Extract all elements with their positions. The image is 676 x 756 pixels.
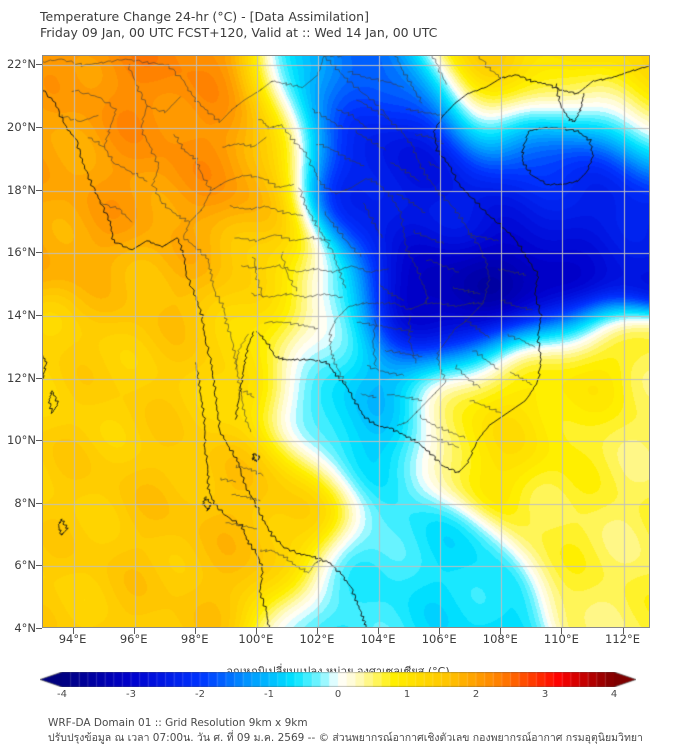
- x-axis-tick-mark: [133, 628, 135, 634]
- y-axis-tick-label: 16°N: [7, 245, 36, 260]
- colorbar-tick-label: 0: [334, 689, 342, 700]
- x-axis-tick-label: 110°E: [543, 632, 579, 646]
- chart-subtitle: Friday 09 Jan, 00 UTC FCST+120, Valid at…: [40, 25, 438, 40]
- y-axis-tick-mark: [36, 440, 42, 442]
- colorbar-tick-label: -2: [195, 689, 205, 700]
- y-axis-labels: 4°N 6°N 8°N 10°N 12°N 14°N 16°N 18°N 20°N 22°N: [0, 0, 36, 756]
- x-axis-tick-mark: [194, 628, 196, 634]
- chart-title-block: Temperature Change 24-hr (°C) - [Data As…: [40, 9, 437, 41]
- x-axis-tick-mark: [622, 628, 624, 634]
- colorbar-tick-label: 1: [403, 689, 411, 700]
- x-axis-tick-mark: [255, 628, 257, 634]
- colorbar-tick-label: 2: [472, 689, 480, 700]
- colorbar-gradient: [40, 672, 636, 687]
- y-axis-tick-label: 10°N: [7, 433, 36, 448]
- y-axis-tick-mark: [36, 377, 42, 379]
- x-axis-tick-mark: [561, 628, 563, 634]
- y-axis-tick-mark: [36, 628, 42, 629]
- footer-model-info: WRF-DA Domain 01 :: Grid Resolution 9km …: [48, 717, 308, 729]
- y-axis-tick-label: 8°N: [14, 495, 36, 510]
- colorbar: [40, 672, 636, 687]
- x-axis-tick-label: 98°E: [180, 632, 209, 646]
- x-axis-tick-label: 106°E: [421, 632, 457, 646]
- x-axis-tick-label: 96°E: [119, 632, 148, 646]
- x-axis-tick-mark: [316, 628, 318, 634]
- colorbar-tick-label: 4: [610, 689, 618, 700]
- colorbar-tick-label: -3: [126, 689, 136, 700]
- y-axis-tick-mark: [36, 565, 42, 567]
- x-axis-tick-mark: [72, 628, 74, 634]
- y-axis-tick-label: 6°N: [14, 558, 36, 573]
- y-axis-tick-label: 20°N: [7, 120, 36, 135]
- x-axis-tick-mark: [439, 628, 441, 634]
- colorbar-tick-label: -4: [57, 689, 67, 700]
- y-axis-tick-mark: [36, 64, 42, 66]
- x-axis-tick-label: 112°E: [605, 632, 640, 646]
- x-axis-tick-label: 108°E: [482, 632, 518, 646]
- y-axis-tick-label: 4°N: [14, 621, 36, 635]
- footer-block: WRF-DA Domain 01 :: Grid Resolution 9km …: [48, 716, 643, 746]
- colorbar-tick-label: -1: [264, 689, 274, 700]
- x-axis-tick-label: 102°E: [299, 632, 335, 646]
- x-axis-tick-label: 94°E: [58, 632, 87, 646]
- map-plot-area: [42, 55, 650, 628]
- y-axis-tick-mark: [36, 252, 42, 254]
- footer-credit: ปรับปรุงข้อมูล ณ เวลา 07:00น. วัน ศ. ที่…: [48, 732, 643, 744]
- y-axis-tick-label: 14°N: [7, 307, 36, 322]
- y-axis-tick-label: 22°N: [7, 57, 36, 72]
- x-axis-tick-label: 104°E: [360, 632, 396, 646]
- y-axis-tick-label: 18°N: [7, 182, 36, 197]
- x-axis-tick-mark: [500, 628, 502, 634]
- y-axis-tick-mark: [36, 314, 42, 316]
- lat-lon-gridlines: [43, 56, 649, 627]
- y-axis-tick-mark: [36, 127, 42, 129]
- y-axis-tick-mark: [36, 502, 42, 504]
- y-axis-tick-mark: [36, 189, 42, 191]
- colorbar-tick-label: 3: [541, 689, 549, 700]
- y-axis-tick-label: 12°N: [7, 370, 36, 385]
- x-axis-tick-mark: [378, 628, 380, 634]
- x-axis-tick-label: 100°E: [238, 632, 274, 646]
- chart-title: Temperature Change 24-hr (°C) - [Data As…: [40, 9, 369, 24]
